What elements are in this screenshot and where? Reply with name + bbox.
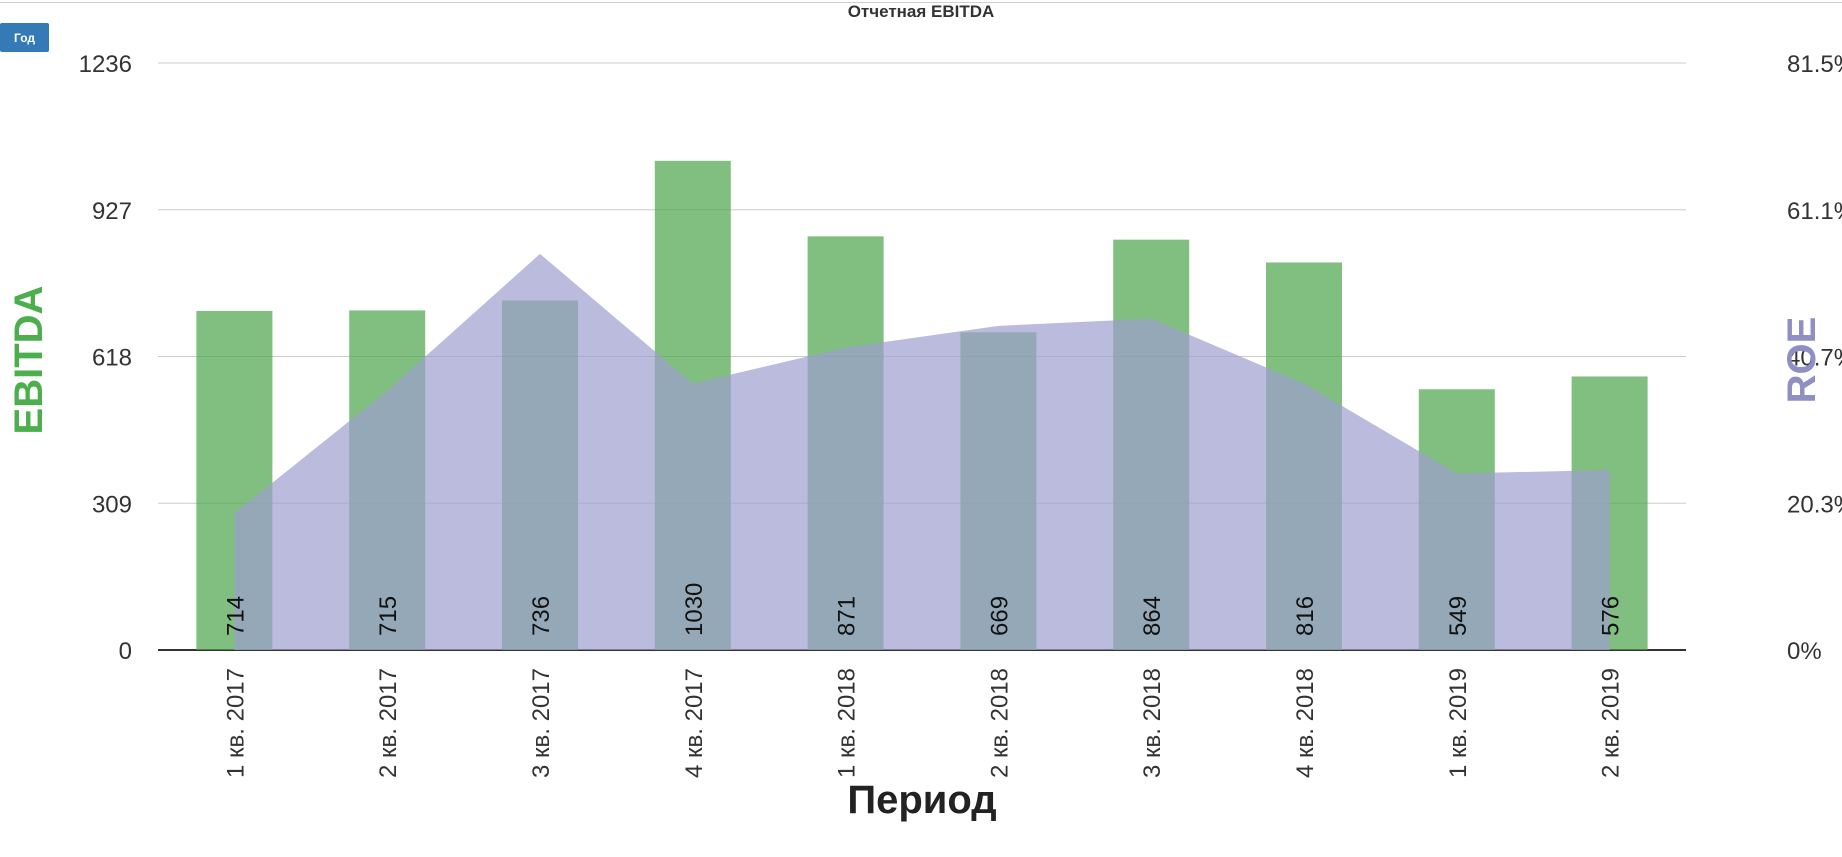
- left-axis-title: EBITDA: [7, 286, 51, 435]
- right-tick-label: 81.5%: [1787, 51, 1842, 78]
- x-axis-title: Период: [847, 778, 996, 822]
- right-axis-ticks: 0% 20.3% 40.7% 61.1% 81.5%: [1787, 51, 1842, 665]
- x-tick-label: 3 кв. 2018: [1139, 668, 1166, 778]
- bar-value-label: 576: [1598, 596, 1625, 636]
- bar-value-labels: 714 715 736 1030 871 669 864 816 549 576: [222, 583, 1624, 636]
- bar-value-label: 549: [1445, 596, 1472, 636]
- bar-value-label: 669: [986, 596, 1013, 636]
- right-tick-label: 40.7%: [1787, 345, 1842, 372]
- x-tick-label: 1 кв. 2019: [1445, 668, 1472, 778]
- bar-value-label: 864: [1139, 596, 1166, 636]
- year-button[interactable]: Год: [0, 23, 49, 52]
- x-tick-label: 3 кв. 2017: [528, 668, 555, 778]
- chart-title: Отчетная EBITDA: [847, 2, 995, 21]
- bar-value-label: 816: [1292, 596, 1319, 636]
- left-tick-label: 309: [92, 491, 132, 518]
- x-tick-label: 4 кв. 2017: [681, 668, 708, 778]
- right-tick-label: 61.1%: [1787, 198, 1842, 225]
- roe-area: [234, 253, 1610, 650]
- right-tick-label: 0%: [1787, 638, 1822, 665]
- x-tick-label: 1 кв. 2018: [834, 668, 861, 778]
- left-tick-label: 0: [119, 638, 132, 665]
- x-axis-ticks: 1 кв. 2017 2 кв. 2017 3 кв. 2017 4 кв. 2017…: [222, 668, 1624, 778]
- x-tick-label: 2 кв. 2017: [375, 668, 402, 778]
- left-tick-label: 618: [92, 345, 132, 372]
- x-tick-label: 2 кв. 2018: [986, 668, 1013, 778]
- right-axis-title: ROE: [1780, 317, 1824, 404]
- roe-area-fill: [234, 253, 1610, 650]
- bar-value-label: 715: [375, 596, 402, 636]
- right-tick-label: 20.3%: [1787, 491, 1842, 518]
- top-border: [0, 2, 1842, 3]
- x-tick-label: 4 кв. 2018: [1292, 668, 1319, 778]
- bar-value-label: 736: [528, 596, 555, 636]
- left-tick-label: 927: [92, 198, 132, 225]
- bar-value-label: 1030: [681, 583, 708, 636]
- x-tick-label: 1 кв. 2017: [222, 668, 249, 778]
- bar-value-label: 871: [834, 596, 861, 636]
- x-tick-label: 2 кв. 2019: [1598, 668, 1625, 778]
- bar-value-label: 714: [222, 596, 249, 636]
- left-tick-label: 1236: [79, 51, 132, 78]
- left-axis-ticks: 0 309 618 927 1236: [79, 51, 132, 665]
